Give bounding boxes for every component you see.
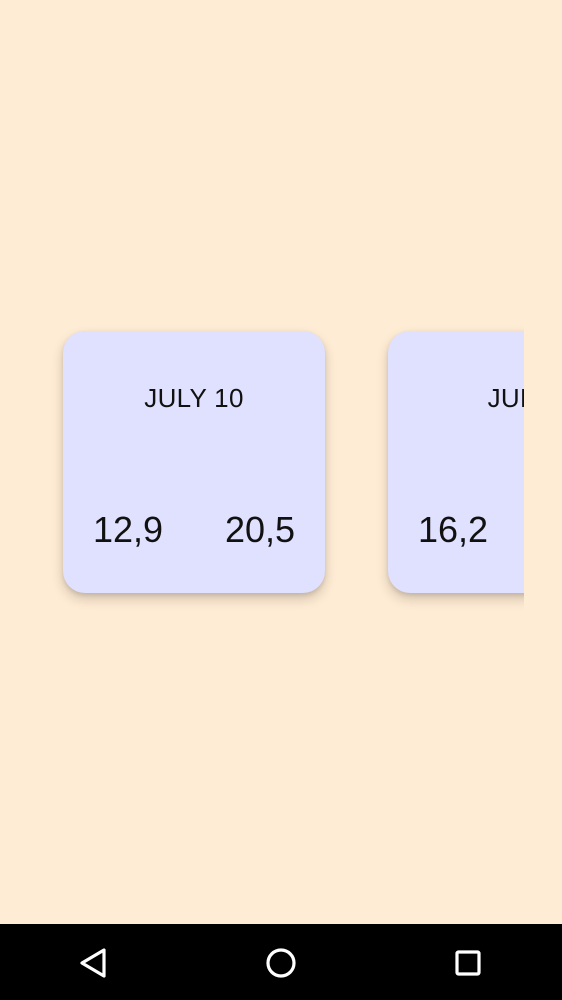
card-date: JULY 10 <box>144 383 244 413</box>
recent-apps-square-icon <box>455 950 481 976</box>
card-min-temperature: 16,2 <box>418 509 489 550</box>
forecast-card-july-10[interactable]: JULY 10 12,9 20,5 <box>63 331 325 593</box>
recent-apps-button[interactable] <box>448 943 488 983</box>
back-button[interactable] <box>74 943 114 983</box>
card-max-temperature: 20,5 <box>225 509 296 550</box>
forecast-carousel[interactable]: JULY 10 12,9 20,5 JULY 16,2 <box>0 300 524 640</box>
app-content: JULY 10 12,9 20,5 JULY 16,2 <box>0 300 524 640</box>
card-date: JULY <box>487 383 524 413</box>
card-min-temperature: 12,9 <box>93 509 164 550</box>
home-circle-icon <box>266 948 296 978</box>
forecast-card-next[interactable]: JULY 16,2 <box>388 331 524 593</box>
system-navigation-bar <box>0 924 562 1000</box>
home-button[interactable] <box>261 943 301 983</box>
back-triangle-icon <box>80 948 106 978</box>
